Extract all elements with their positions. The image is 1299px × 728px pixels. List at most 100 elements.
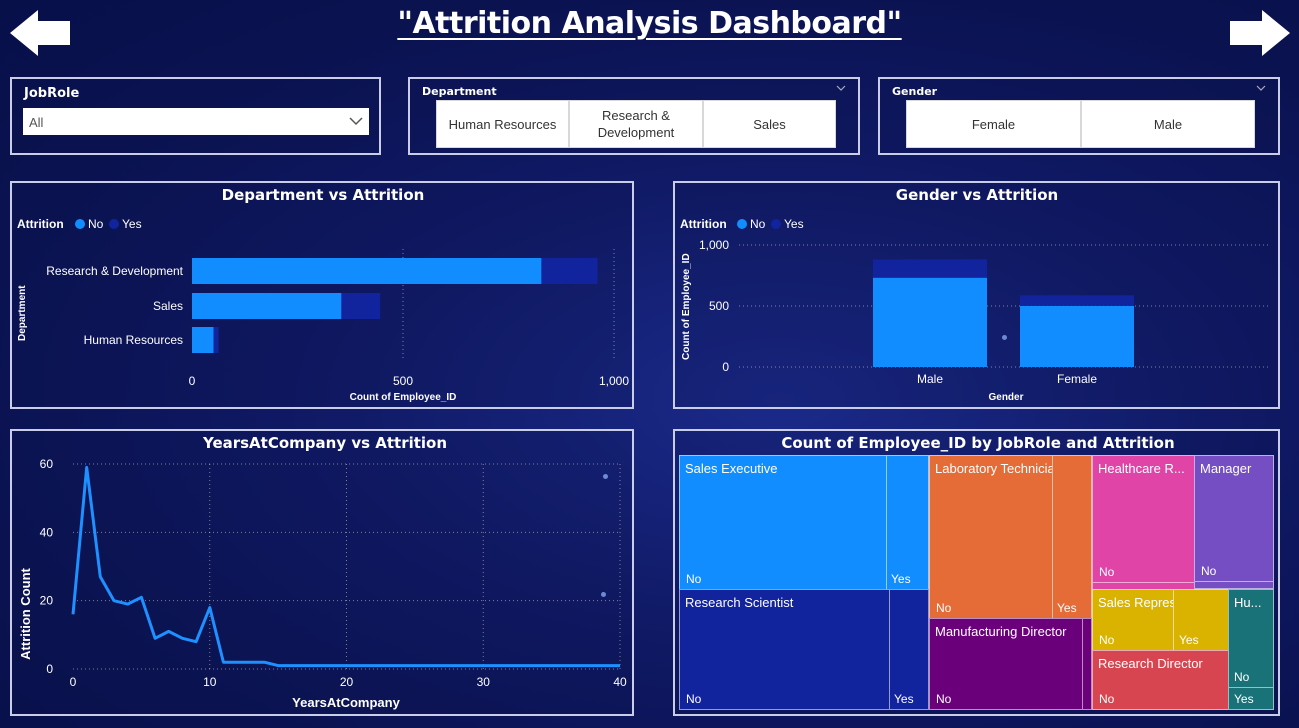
- bar-yes: [541, 258, 598, 284]
- y-tick-label: Human Resources: [84, 333, 183, 347]
- bar-no: [192, 258, 542, 284]
- forward-arrow-button[interactable]: [1228, 8, 1292, 58]
- treemap-label: Healthcare R...: [1098, 461, 1185, 476]
- treemap-label: Sales Executive: [685, 461, 778, 476]
- back-arrow-button[interactable]: [8, 8, 72, 58]
- bar-yes: [873, 259, 987, 278]
- x-tick-label: 40: [613, 675, 627, 689]
- jobrole-slicer-title: JobRole: [24, 86, 80, 101]
- treemap-laboratory-technician-yes[interactable]: Yes: [1052, 455, 1092, 619]
- bar-no: [192, 327, 214, 353]
- treemap-sales-representative-yes[interactable]: Yes: [1173, 589, 1229, 651]
- x-tick-label: 1,000: [599, 374, 629, 388]
- bar-no: [873, 277, 987, 367]
- chevron-down-icon: [349, 117, 363, 126]
- gender-slicer-title: Gender: [892, 85, 938, 98]
- department-option-rd[interactable]: Research & Development: [569, 100, 703, 148]
- treemap-yes-label: Yes: [891, 572, 911, 586]
- treemap-sales-representative-no[interactable]: Sales Representative No: [1092, 589, 1174, 651]
- department-attrition-chart: Department vs Attrition Attrition No Yes…: [10, 181, 634, 409]
- legend-title: Attrition: [680, 217, 727, 231]
- legend-no-marker: [737, 219, 747, 229]
- treemap-label: Manager: [1200, 461, 1252, 476]
- y-axis-title: Department: [17, 285, 28, 341]
- gender-option-male[interactable]: Male: [1081, 100, 1255, 148]
- treemap-human-resources-no[interactable]: Hu... No: [1228, 589, 1274, 688]
- gender-chart-svg: Gender vs Attrition Attrition No Yes Cou…: [680, 186, 1271, 403]
- legend-yes-marker: [771, 219, 781, 229]
- legend-yes-label: Yes: [784, 217, 804, 231]
- legend-no-marker: [75, 219, 85, 229]
- treemap-manager-no[interactable]: Manager No: [1194, 455, 1274, 582]
- jobrole-dropdown[interactable]: All: [23, 108, 369, 135]
- bar-yes: [341, 293, 381, 319]
- department-option-hr[interactable]: Human Resources: [436, 100, 569, 148]
- chevron-down-icon[interactable]: [1256, 85, 1266, 92]
- legend-yes-label: Yes: [122, 217, 142, 231]
- bar-no: [1020, 305, 1134, 367]
- treemap-sales-executive-yes[interactable]: Yes: [886, 455, 929, 590]
- y-tick-label: 60: [40, 457, 54, 471]
- x-tick-label: Female: [1057, 372, 1097, 386]
- bar-yes: [213, 327, 219, 353]
- treemap-research-director-no[interactable]: Research Director No: [1092, 650, 1229, 710]
- right-arrow-icon: [1230, 10, 1290, 56]
- treemap-no-label: No: [686, 572, 702, 586]
- legend-yes-marker: [109, 219, 119, 229]
- treemap-yes-label: Yes: [1234, 692, 1254, 706]
- treemap-no-label: No: [1099, 565, 1115, 579]
- treemap-no-label: No: [1099, 633, 1115, 647]
- x-tick-label: 10: [203, 675, 217, 689]
- department-option-sales[interactable]: Sales: [703, 100, 836, 148]
- x-tick-label: 20: [340, 675, 354, 689]
- y-tick-label: 0: [46, 662, 53, 676]
- treemap-laboratory-technician-no[interactable]: Laboratory Technician No: [929, 455, 1053, 619]
- left-arrow-icon: [10, 10, 70, 56]
- bar-no: [192, 293, 342, 319]
- treemap-yes-label: Yes: [894, 692, 914, 706]
- treemap-yes-label: Yes: [1057, 601, 1077, 615]
- treemap-manager-yes[interactable]: [1194, 581, 1274, 589]
- y-tick-label: Sales: [153, 299, 183, 313]
- chart-title: Count of Employee_ID by JobRole and Attr…: [781, 434, 1174, 452]
- legend-no-label: No: [750, 217, 766, 231]
- treemap-title-svg: Count of Employee_ID by JobRole and Attr…: [781, 434, 1174, 452]
- attrition-line: [71, 465, 620, 668]
- background-dot: [601, 592, 606, 597]
- treemap-label: Sales Representative: [1098, 595, 1173, 610]
- treemap-no-label: No: [936, 692, 952, 706]
- treemap-label: Laboratory Technician: [935, 461, 1053, 476]
- page-title: "Attrition Analysis Dashboard": [397, 6, 902, 41]
- background-dot: [1002, 335, 1007, 340]
- treemap-manufacturing-director-yes[interactable]: [1082, 618, 1092, 710]
- gender-option-female[interactable]: Female: [906, 100, 1081, 148]
- treemap-no-label: No: [1099, 692, 1115, 706]
- treemap-research-scientist-no[interactable]: Research Scientist No: [679, 589, 891, 710]
- department-slicer-title: Department: [422, 85, 497, 98]
- jobrole-slicer: JobRole All: [10, 77, 381, 155]
- treemap-label: Research Director: [1098, 656, 1203, 671]
- treemap-sales-executive-no[interactable]: Sales Executive No: [679, 455, 888, 590]
- chart-title: Department vs Attrition: [222, 186, 425, 204]
- chevron-down-icon[interactable]: [836, 85, 846, 92]
- treemap-no-label: No: [1234, 670, 1250, 684]
- treemap-yes-label: Yes: [1179, 633, 1199, 647]
- y-tick-label: 20: [40, 594, 54, 608]
- legend-title: Attrition: [17, 217, 64, 231]
- x-axis-title: Gender: [988, 392, 1023, 403]
- y-tick-label: 40: [40, 525, 54, 539]
- treemap-human-resources-yes[interactable]: Yes: [1228, 687, 1274, 710]
- department-chart-svg: Department vs Attrition Attrition No Yes…: [17, 186, 629, 403]
- background-dot: [603, 474, 608, 479]
- x-tick-label: 500: [393, 374, 413, 388]
- treemap-manufacturing-director-no[interactable]: Manufacturing Director No: [929, 618, 1083, 710]
- treemap-healthcare-rep-no[interactable]: Healthcare R... No: [1092, 455, 1195, 583]
- y-tick-label: 500: [709, 299, 729, 313]
- treemap-label: Manufacturing Director: [935, 624, 1067, 639]
- treemap-research-scientist-yes[interactable]: Yes: [889, 589, 929, 710]
- y-tick-label: Research & Development: [46, 264, 183, 278]
- treemap-no-label: No: [1201, 564, 1217, 578]
- treemap-no-label: No: [936, 601, 952, 615]
- y-tick-label: 0: [722, 360, 729, 374]
- department-slicer: Department Human Resources Research & De…: [408, 77, 860, 155]
